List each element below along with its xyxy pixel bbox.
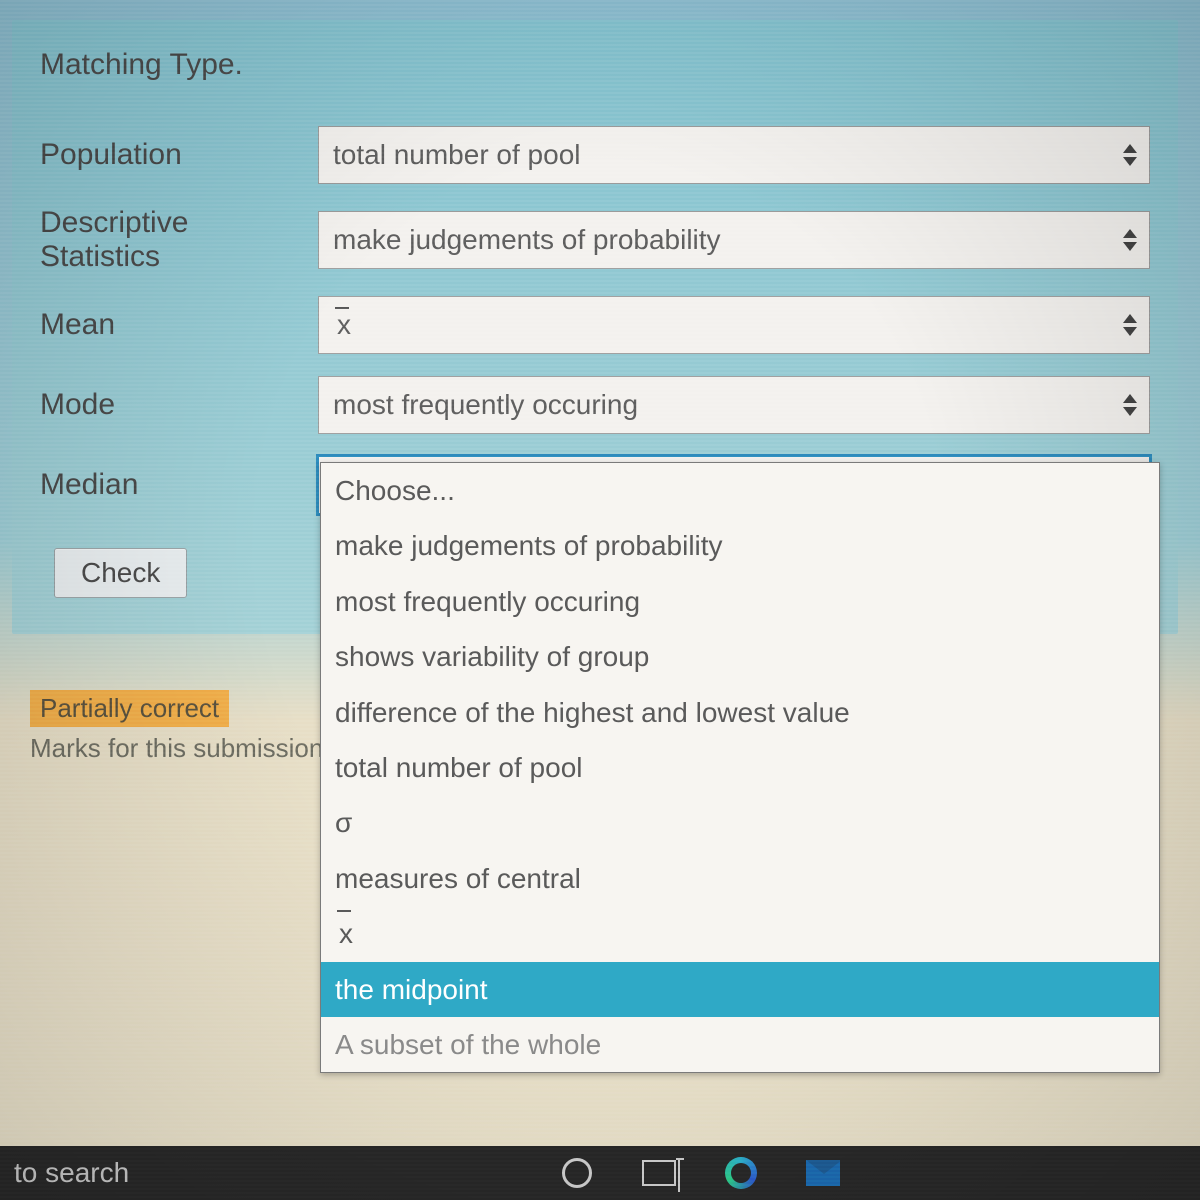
match-row-population: Population total number of pool [40,126,1150,184]
select-value: most frequently occuring [333,389,638,421]
dropdown-option[interactable]: Choose... [321,463,1159,518]
dropdown-option[interactable]: most frequently occuring [321,574,1159,629]
dropdown-option[interactable]: σ [321,795,1159,850]
check-button[interactable]: Check [54,548,187,598]
match-label: Mode [40,388,298,422]
mail-icon[interactable] [806,1156,840,1190]
dropdown-option-selected[interactable]: the midpoint [321,962,1159,1017]
dropdown-option[interactable]: total number of pool [321,740,1159,795]
taskbar: to search [0,1146,1200,1200]
match-label: Descriptive Statistics [40,206,298,274]
task-view-icon[interactable] [642,1156,676,1190]
dropdown-option[interactable]: shows variability of group [321,629,1159,684]
chevron-updown-icon [1119,223,1141,257]
match-row-descriptive-statistics: Descriptive Statistics make judgements o… [40,206,1150,274]
match-label: Mean [40,308,298,342]
feedback-area: Partially correct Marks for this submiss… [30,690,323,764]
dropdown-option[interactable]: x [321,906,1159,961]
status-badge: Partially correct [30,690,229,727]
match-label: Population [40,138,298,172]
match-row-mean: Mean x [40,296,1150,354]
dropdown-option[interactable]: measures of central [321,851,1159,906]
select-value: total number of pool [333,139,581,171]
match-select-mean[interactable]: x [318,296,1150,354]
dropdown-list[interactable]: Choose... make judgements of probability… [320,462,1160,1073]
question-title: Matching Type. [40,48,1150,82]
dropdown-option[interactable]: A subset of the whole [321,1017,1159,1072]
match-row-mode: Mode most frequently occuring [40,376,1150,434]
marks-text: Marks for this submission [30,733,323,764]
chevron-updown-icon [1119,388,1141,422]
dropdown-option[interactable]: difference of the highest and lowest val… [321,685,1159,740]
select-value: make judgements of probability [333,224,721,256]
match-select-descriptive-statistics[interactable]: make judgements of probability [318,211,1150,269]
cortana-icon[interactable] [560,1156,594,1190]
match-select-mode[interactable]: most frequently occuring [318,376,1150,434]
chevron-updown-icon [1119,138,1141,172]
chevron-updown-icon [1119,308,1141,342]
match-label: Median [40,468,298,502]
match-select-population[interactable]: total number of pool [318,126,1150,184]
edge-icon[interactable] [724,1156,758,1190]
select-value: x [333,309,351,341]
taskbar-search-text[interactable]: to search [14,1157,129,1189]
dropdown-option[interactable]: make judgements of probability [321,518,1159,573]
